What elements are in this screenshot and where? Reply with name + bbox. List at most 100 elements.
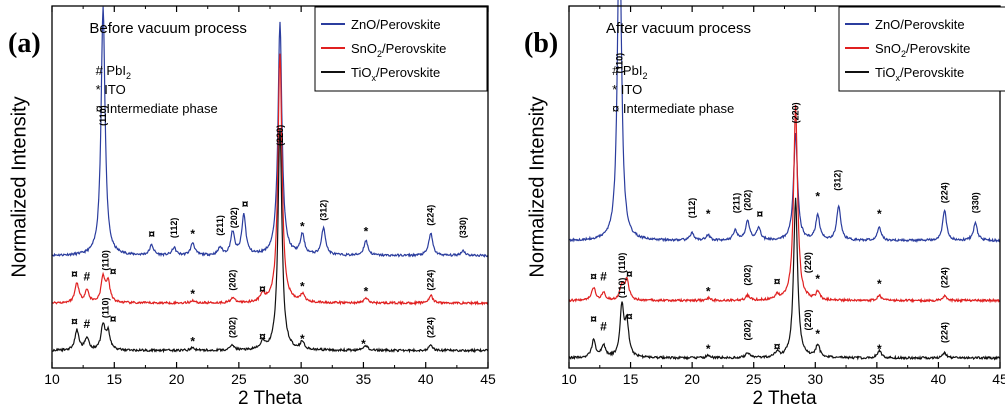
- peak-label: (220): [275, 125, 285, 146]
- phase-marker: *: [190, 287, 195, 301]
- x-tick-label: 30: [293, 371, 309, 387]
- peak-label: (312): [832, 170, 842, 191]
- x-tick-label: 45: [480, 371, 496, 387]
- peak-label: (110): [98, 105, 108, 126]
- x-tick-label: 40: [418, 371, 434, 387]
- phase-marker: *: [190, 227, 195, 241]
- annotation-subscript: 2: [126, 71, 131, 81]
- phase-marker: #: [600, 270, 607, 284]
- y-axis-label: Normalized Intensity: [8, 96, 30, 277]
- annotation-note: * ITO: [612, 82, 642, 97]
- phase-marker: ¤: [774, 275, 781, 289]
- peak-label: (112): [687, 198, 697, 219]
- phase-marker: ¤: [626, 310, 633, 324]
- peak-label: (220): [791, 102, 801, 123]
- legend-label-tail: /Perovskite: [382, 41, 446, 56]
- annotation-text: ¤ Intermediate phase: [96, 101, 218, 116]
- phase-marker: *: [706, 342, 711, 356]
- x-axis-label: 2 Theta: [752, 388, 817, 409]
- x-axis-label: 2 Theta: [238, 388, 303, 409]
- series-line-tiox: [51, 128, 489, 354]
- phase-marker: #: [84, 317, 91, 331]
- legend-subscript: 2: [377, 49, 382, 59]
- legend-label-tail: /Perovskite: [906, 41, 970, 56]
- phase-marker: ¤: [757, 207, 764, 221]
- x-tick-label: 10: [44, 371, 60, 387]
- phase-marker: *: [877, 277, 882, 291]
- x-tick-label: 25: [231, 371, 247, 387]
- peak-label: (110): [614, 53, 624, 74]
- phase-marker: ¤: [590, 270, 597, 284]
- legend-label: TiO: [351, 65, 371, 80]
- phase-marker: ¤: [259, 282, 266, 296]
- phase-marker: *: [877, 207, 882, 221]
- peak-label: (330): [970, 192, 980, 213]
- series-line-sno2: [568, 104, 1001, 304]
- peak-label: (224): [426, 205, 436, 226]
- peak-label: (112): [169, 218, 179, 239]
- peak-label: (202): [743, 320, 753, 341]
- peak-label: (211): [731, 193, 741, 214]
- phase-marker: ¤: [71, 315, 78, 329]
- x-tick-label: 15: [623, 371, 639, 387]
- panel-title: After vacuum process: [606, 20, 751, 37]
- annotation-note: # PbI2: [96, 63, 131, 81]
- phase-marker: #: [84, 270, 91, 284]
- phase-marker: *: [815, 190, 820, 204]
- phase-marker: ¤: [110, 265, 117, 279]
- peak-label: (202): [228, 270, 238, 291]
- phase-marker: *: [815, 272, 820, 286]
- annotation-text: # PbI: [612, 63, 642, 78]
- phase-marker: *: [706, 207, 711, 221]
- y-axis-label: Normalized Intensity: [526, 96, 548, 277]
- panel-label: (b): [524, 28, 558, 59]
- peak-label: (220): [803, 310, 813, 331]
- legend-subscript: 2: [901, 49, 906, 59]
- annotation-note: # PbI2: [612, 63, 647, 81]
- legend-label: ZnO/Perovskite: [351, 17, 441, 32]
- peak-label: (110): [101, 250, 111, 271]
- peak-label: (202): [229, 207, 239, 228]
- phase-marker: *: [877, 342, 882, 356]
- x-tick-label: 30: [807, 371, 823, 387]
- legend-label-tail: /Perovskite: [376, 65, 440, 80]
- peak-label: (220): [803, 252, 813, 273]
- phase-marker: ¤: [774, 340, 781, 354]
- phase-marker: ¤: [259, 330, 266, 344]
- legend: ZnO/PerovskiteSnO2/PerovskiteTiOx/Perovs…: [314, 6, 488, 92]
- phase-marker: *: [364, 285, 369, 299]
- peak-label: (202): [743, 190, 753, 211]
- series-line-tiox: [568, 197, 1001, 361]
- legend-label: SnO: [351, 41, 377, 56]
- annotation-text: * ITO: [612, 82, 642, 97]
- phase-marker: *: [364, 225, 369, 239]
- peak-label: (224): [940, 267, 950, 288]
- x-tick-label: 20: [169, 371, 185, 387]
- peak-label: (330): [458, 217, 468, 238]
- peak-label: (224): [426, 270, 436, 291]
- panel-label: (a): [8, 28, 41, 59]
- series-line-zno: [51, 6, 489, 258]
- peak-label: (224): [940, 182, 950, 203]
- x-tick-label: 35: [356, 371, 372, 387]
- peak-label: (202): [743, 265, 753, 286]
- legend-entry-tiox: TiOx/Perovskite: [875, 65, 964, 83]
- peak-label: (211): [215, 215, 225, 236]
- phase-marker: *: [300, 332, 305, 346]
- phase-marker: ¤: [242, 197, 249, 211]
- series-line-sno2: [51, 53, 489, 306]
- legend-subscript: x: [895, 73, 900, 83]
- series-line-zno: [568, 0, 1001, 243]
- legend-entry-sno2: SnO2/Perovskite: [875, 41, 970, 59]
- legend-label: TiO: [875, 65, 895, 80]
- panel-title: Before vacuum process: [89, 20, 247, 37]
- annotation-note: ¤ Intermediate phase: [96, 101, 218, 116]
- annotation-text: * ITO: [96, 82, 126, 97]
- phase-marker: *: [190, 335, 195, 349]
- x-tick-label: 35: [869, 371, 885, 387]
- annotation-text: # PbI: [96, 63, 126, 78]
- phase-marker: *: [300, 280, 305, 294]
- legend-entry-zno: ZnO/Perovskite: [351, 17, 441, 32]
- peak-label: (110): [101, 298, 111, 319]
